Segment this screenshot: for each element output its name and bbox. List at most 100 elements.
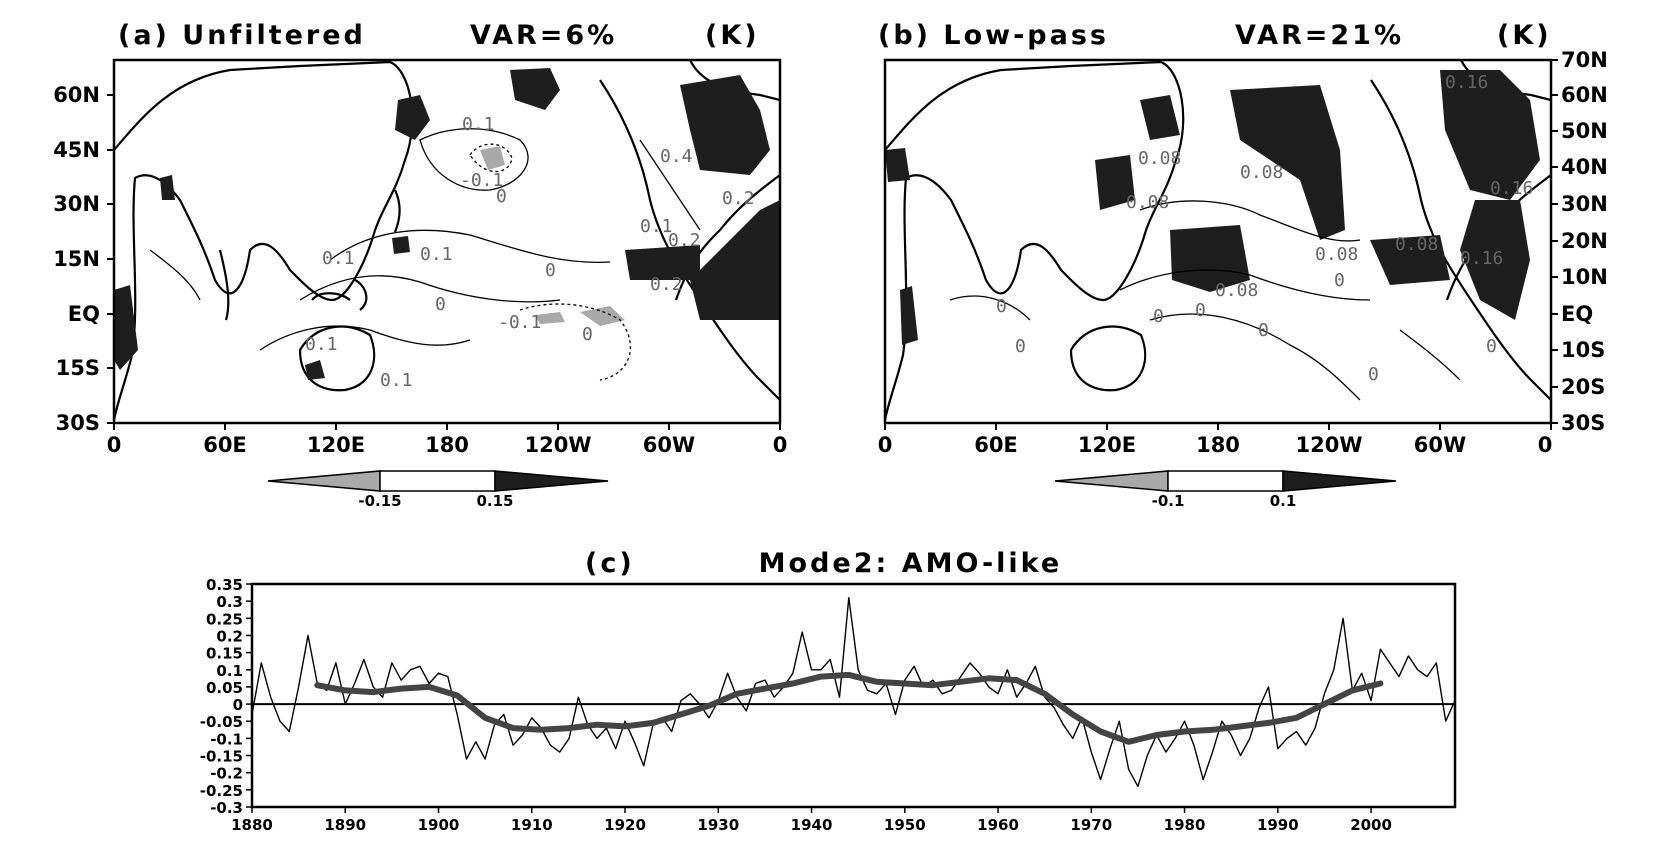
x-tick-label: 0 bbox=[1538, 433, 1553, 457]
panel-c-frame bbox=[250, 582, 1457, 809]
contour-label: 0 bbox=[435, 294, 446, 315]
contour-label: 0.2 bbox=[722, 188, 755, 209]
x-tick-label: 1910 bbox=[511, 816, 553, 834]
contour-label: 0.16 bbox=[1445, 72, 1488, 93]
x-tick-label: 2000 bbox=[1350, 816, 1392, 834]
y-tick-label: -0.25 bbox=[200, 782, 243, 800]
panel-a-contours bbox=[149, 128, 701, 381]
contour-label: 0.1 bbox=[462, 114, 495, 135]
x-tick-label: 1940 bbox=[791, 816, 833, 834]
panel-b-contour-labels: 0.16 0.08 0.08 0.08 0.16 0.08 0.08 0.16 … bbox=[996, 72, 1533, 385]
x-tick-label: 0 bbox=[773, 433, 788, 457]
x-tick-label: 0 bbox=[107, 433, 122, 457]
y-tick-label: 0.15 bbox=[206, 645, 243, 663]
panel-b-map: 0.16 0.08 0.08 0.08 0.16 0.08 0.08 0.16 … bbox=[885, 60, 1551, 421]
x-tick-label: 1950 bbox=[884, 816, 926, 834]
y-tick-label: 0.05 bbox=[206, 679, 243, 697]
x-tick-label: 1930 bbox=[697, 816, 739, 834]
colorbar-label: -0.1 bbox=[1152, 492, 1185, 510]
contour-label: -0.1 bbox=[460, 170, 503, 191]
contour-label: 0.08 bbox=[1126, 192, 1169, 213]
y-tick-label: -0.05 bbox=[200, 713, 243, 731]
panel-a-contour-labels: 0.1 -0.1 0 0.4 0.2 0.1 0.2 0.1 0.1 0 0.2… bbox=[305, 114, 755, 391]
panel-b: (b) Low-pass VAR=21% (K) bbox=[878, 20, 1608, 510]
y-tick-label: 30N bbox=[1561, 192, 1608, 216]
colorbar-label: 0.1 bbox=[1270, 492, 1297, 510]
x-tick-label: 1900 bbox=[418, 816, 460, 834]
panel-a-y-tick-labels: 60N 45N 30N 15N EQ 15S 30S bbox=[53, 83, 100, 435]
panel-b-shading bbox=[885, 70, 1540, 345]
y-tick-label: 20N bbox=[1561, 229, 1608, 253]
y-tick-label: 0 bbox=[233, 696, 243, 714]
y-tick-label: 30S bbox=[56, 411, 100, 435]
contour-label: 0.1 bbox=[322, 248, 355, 269]
contour-label: 0.4 bbox=[660, 146, 693, 167]
y-tick-label: EQ bbox=[1561, 302, 1593, 326]
y-tick-label: -0.2 bbox=[210, 765, 243, 783]
contour-label: 0.08 bbox=[1138, 148, 1181, 169]
panel-a-x-tick-labels: 0 60E 120E 180 120W 60W 0 bbox=[107, 433, 788, 457]
panel-c-y-axis: 0.350.30.250.20.150.10.050-0.05-0.1-0.15… bbox=[200, 576, 1455, 817]
contour-label: 0 bbox=[545, 260, 556, 281]
panel-b-x-ticks bbox=[884, 423, 1552, 430]
panel-b-contours bbox=[949, 200, 1461, 401]
y-tick-label: 10S bbox=[1561, 338, 1605, 362]
panel-b-var: VAR=21% bbox=[1235, 20, 1404, 51]
y-tick-label: 0.1 bbox=[216, 662, 243, 680]
panel-a-unit: (K) bbox=[705, 20, 760, 51]
x-tick-label: 1920 bbox=[604, 816, 646, 834]
y-tick-label: 15N bbox=[53, 247, 100, 271]
panel-b-colorbar: -0.1 0.1 bbox=[1054, 470, 1397, 510]
contour-label: -0.1 bbox=[498, 312, 541, 333]
contour-label: 0.1 bbox=[640, 216, 673, 237]
contour-label: 0.2 bbox=[650, 274, 683, 295]
contour-label: 0 bbox=[496, 186, 507, 207]
panel-c-x-axis: 1880 1890 1900 1910 1920 1930 1940 1950 1960 1970… bbox=[231, 807, 1392, 834]
y-tick-label: 40N bbox=[1561, 155, 1608, 179]
panel-a-x-ticks bbox=[113, 423, 781, 430]
contour-label: 0.1 bbox=[305, 334, 338, 355]
contour-label: 0.16 bbox=[1460, 248, 1503, 269]
colorbar-label: 0.15 bbox=[476, 492, 513, 510]
x-tick-label: 0 bbox=[878, 433, 893, 457]
y-tick-label: 60N bbox=[1561, 83, 1608, 107]
contour-label: 0.08 bbox=[1215, 280, 1258, 301]
panel-a-var: VAR=6% bbox=[470, 20, 617, 51]
contour-label: 0 bbox=[1153, 306, 1164, 327]
x-tick-label: 180 bbox=[425, 433, 469, 457]
colorbar-label: -0.15 bbox=[358, 492, 401, 510]
panel-c: (c) Mode2: AMO-like 0.350.30.250.20.150.… bbox=[200, 548, 1457, 834]
x-tick-label: 1890 bbox=[324, 816, 366, 834]
panel-a-title: (a) Unfiltered bbox=[118, 20, 366, 51]
y-tick-label: 10N bbox=[1561, 265, 1608, 289]
y-tick-label: 30S bbox=[1561, 411, 1605, 435]
x-tick-label: 1960 bbox=[977, 816, 1019, 834]
contour-label: 0.1 bbox=[420, 244, 453, 265]
panel-a-y-ticks bbox=[107, 94, 114, 424]
y-tick-label: 0.25 bbox=[206, 610, 243, 628]
y-tick-label: 0.35 bbox=[206, 576, 243, 594]
panel-a-shading bbox=[114, 68, 780, 380]
x-tick-label: 1980 bbox=[1164, 816, 1206, 834]
y-tick-label: 50N bbox=[1561, 119, 1608, 143]
x-tick-label: 60W bbox=[643, 433, 695, 457]
panel-b-y-tick-labels: 70N 60N 50N 40N 30N 20N 10N EQ 10S 20S 3… bbox=[1561, 48, 1608, 435]
y-tick-label: EQ bbox=[68, 302, 100, 326]
panel-a-colorbar: -0.15 0.15 bbox=[267, 470, 609, 510]
contour-label: 0.2 bbox=[668, 230, 701, 251]
y-tick-label: 20S bbox=[1561, 375, 1605, 399]
contour-label: 0.1 bbox=[380, 370, 413, 391]
panel-b-y-ticks bbox=[1551, 59, 1558, 424]
x-tick-label: 1990 bbox=[1257, 816, 1299, 834]
contour-label: 0 bbox=[1015, 336, 1026, 357]
contour-label: 0 bbox=[1486, 336, 1497, 357]
x-tick-label: 60E bbox=[974, 433, 1018, 457]
y-tick-label: 70N bbox=[1561, 48, 1608, 72]
series-line-raw bbox=[251, 597, 1456, 788]
x-tick-label: 120W bbox=[525, 433, 592, 457]
x-tick-label: 120W bbox=[1296, 433, 1363, 457]
contour-label: 0 bbox=[582, 324, 593, 345]
contour-label: 0 bbox=[1195, 300, 1206, 321]
panel-b-x-tick-labels: 0 60E 120E 180 120W 60W 0 bbox=[878, 433, 1553, 457]
